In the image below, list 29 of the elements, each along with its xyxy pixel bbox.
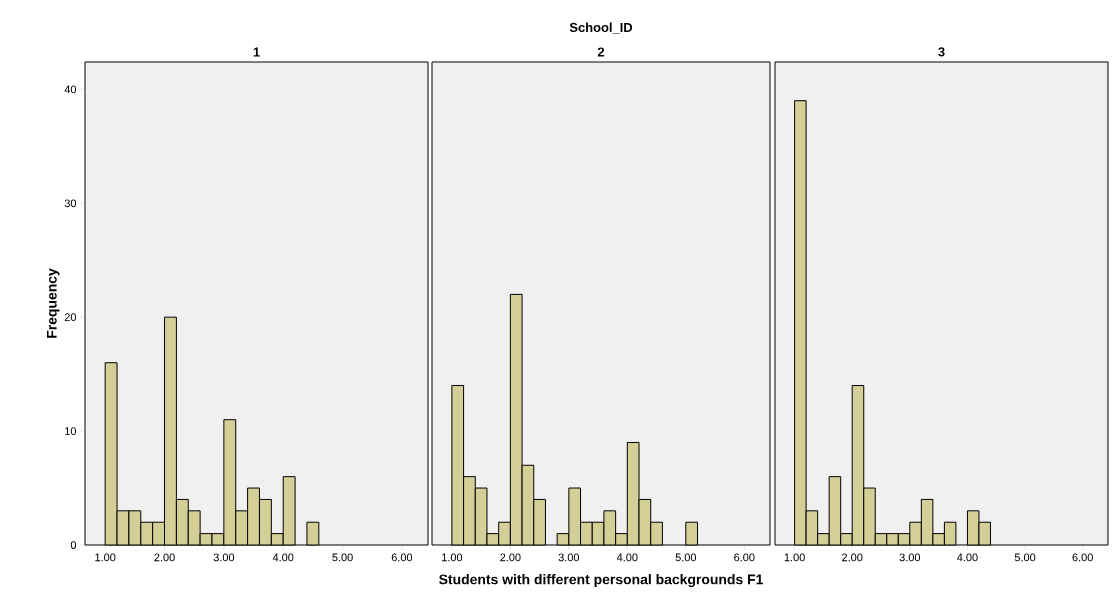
x-tick-label: 4.00: [616, 553, 638, 562]
x-tick-label: 3.00: [558, 553, 580, 562]
x-tick-label: 2.00: [842, 553, 863, 562]
chart-title: 1: [253, 47, 260, 57]
x-tick-label: 6.00: [391, 553, 413, 562]
y-tick-label: 0: [70, 541, 77, 549]
x-tick-label: 6.00: [734, 553, 755, 562]
text: School_ID: [569, 22, 633, 34]
x-tick-label: 2.00: [500, 553, 521, 562]
x-tick-label: 5.00: [332, 553, 353, 562]
y-tick-label: 10: [65, 427, 77, 435]
y-tick-label: 20: [64, 313, 77, 322]
x-tick-label: 4.00: [272, 553, 294, 562]
x-tick-label: 2.00: [154, 553, 175, 562]
y-tick-label: 40: [64, 85, 77, 94]
chart-title: 2: [597, 47, 605, 57]
chart-title: 3: [938, 47, 945, 57]
x-tick-label: 6.00: [1072, 553, 1093, 562]
x-tick-label: 5.00: [675, 553, 697, 562]
x-tick-label: 1.00: [784, 553, 805, 562]
y-axis-title: Frequency: [46, 268, 60, 338]
y-tick-label: 30: [64, 199, 77, 208]
x-tick-label: 4.00: [957, 553, 978, 562]
x-tick-label: 3.00: [213, 553, 235, 562]
x-tick-label: 1.00: [442, 553, 463, 562]
x-tick-label: 3.00: [899, 553, 921, 562]
x-tick-label: 1.00: [95, 553, 116, 562]
x-axis-title: Students with different personal backgrounds F1: [439, 574, 763, 588]
x-tick-label: 5.00: [1014, 553, 1036, 562]
